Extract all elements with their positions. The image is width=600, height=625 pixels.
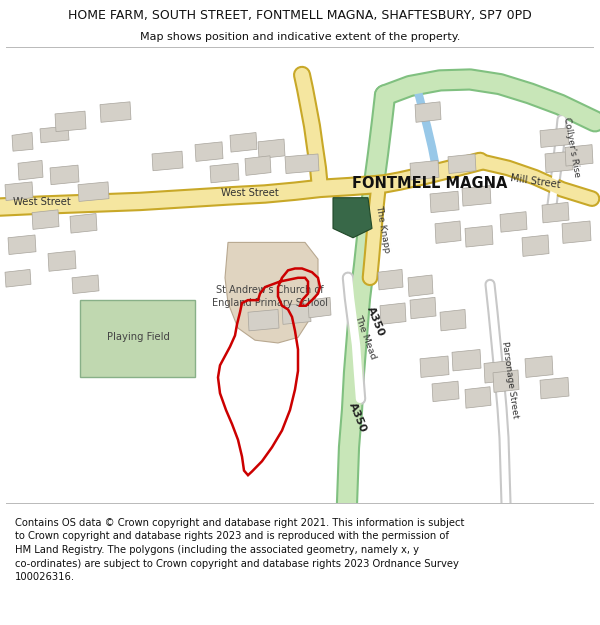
Polygon shape: [195, 142, 223, 161]
Polygon shape: [378, 269, 403, 290]
Polygon shape: [32, 210, 59, 229]
Polygon shape: [80, 300, 195, 378]
Polygon shape: [152, 151, 183, 171]
Text: The Mead: The Mead: [353, 314, 377, 361]
Polygon shape: [210, 163, 239, 183]
Polygon shape: [308, 298, 331, 318]
Polygon shape: [440, 309, 466, 331]
Text: Contains OS data © Crown copyright and database right 2021. This information is : Contains OS data © Crown copyright and d…: [15, 518, 464, 582]
Text: HOME FARM, SOUTH STREET, FONTMELL MAGNA, SHAFTESBURY, SP7 0PD: HOME FARM, SOUTH STREET, FONTMELL MAGNA,…: [68, 9, 532, 21]
Polygon shape: [525, 356, 553, 377]
Text: West Street: West Street: [13, 198, 71, 208]
Polygon shape: [230, 132, 257, 152]
Text: Parsonage Street: Parsonage Street: [500, 341, 520, 419]
Polygon shape: [565, 144, 593, 166]
Polygon shape: [70, 214, 97, 233]
Polygon shape: [285, 154, 319, 174]
Polygon shape: [8, 235, 36, 254]
Polygon shape: [78, 182, 109, 201]
Polygon shape: [493, 370, 519, 392]
Polygon shape: [380, 303, 406, 324]
Polygon shape: [435, 221, 461, 243]
Text: The Knapp: The Knapp: [374, 205, 392, 254]
Polygon shape: [72, 275, 99, 294]
Polygon shape: [333, 198, 372, 238]
Polygon shape: [545, 151, 573, 173]
Polygon shape: [540, 128, 569, 148]
Polygon shape: [448, 154, 476, 174]
Polygon shape: [465, 226, 493, 247]
Polygon shape: [258, 139, 285, 159]
Polygon shape: [5, 269, 31, 287]
Text: A350: A350: [347, 401, 368, 434]
Polygon shape: [500, 212, 527, 232]
Polygon shape: [542, 202, 569, 223]
Polygon shape: [245, 156, 271, 176]
Polygon shape: [465, 387, 491, 408]
Text: Playing Field: Playing Field: [107, 332, 169, 342]
Polygon shape: [50, 165, 79, 184]
Polygon shape: [408, 275, 433, 296]
Polygon shape: [452, 349, 481, 371]
Text: Map shows position and indicative extent of the property.: Map shows position and indicative extent…: [140, 31, 460, 41]
Text: St Andrew's Church of
England Primary School: St Andrew's Church of England Primary Sc…: [212, 285, 328, 308]
Polygon shape: [430, 191, 459, 213]
Polygon shape: [420, 356, 449, 377]
Polygon shape: [462, 186, 491, 206]
Text: West Street: West Street: [221, 188, 279, 198]
Polygon shape: [432, 381, 459, 402]
Polygon shape: [562, 221, 591, 243]
Polygon shape: [410, 161, 439, 180]
Polygon shape: [415, 102, 441, 122]
Text: A350: A350: [365, 305, 386, 338]
Polygon shape: [12, 132, 33, 151]
Polygon shape: [282, 303, 311, 324]
Polygon shape: [522, 235, 549, 256]
Polygon shape: [55, 111, 86, 132]
Polygon shape: [100, 102, 131, 122]
Text: Mill Street: Mill Street: [509, 173, 561, 191]
Polygon shape: [540, 378, 569, 399]
Polygon shape: [225, 242, 318, 343]
Polygon shape: [48, 251, 76, 271]
Polygon shape: [410, 298, 436, 319]
Text: Collyer's Rise: Collyer's Rise: [562, 117, 582, 178]
Polygon shape: [248, 309, 279, 331]
Polygon shape: [18, 161, 43, 180]
Polygon shape: [484, 361, 511, 383]
Polygon shape: [5, 182, 33, 201]
Polygon shape: [40, 126, 69, 142]
Text: FONTMELL MAGNA: FONTMELL MAGNA: [352, 176, 508, 191]
